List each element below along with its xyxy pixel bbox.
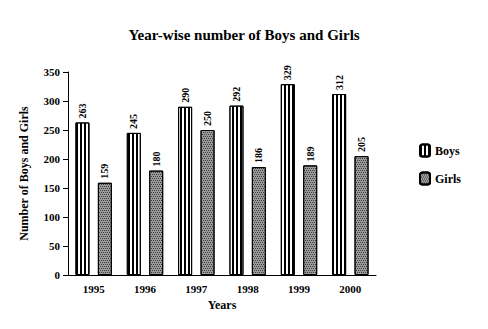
svg-text:200: 200	[44, 153, 61, 165]
svg-text:Year-wise number of Boys and G: Year-wise number of Boys and Girls	[128, 27, 359, 43]
svg-text:292: 292	[231, 87, 242, 102]
svg-text:263: 263	[77, 103, 88, 118]
svg-text:Number of Boys and Girls: Number of Boys and Girls	[17, 106, 31, 241]
svg-text:Boys: Boys	[435, 144, 460, 158]
svg-text:329: 329	[282, 65, 293, 80]
svg-text:189: 189	[305, 146, 316, 161]
svg-text:Years: Years	[208, 298, 237, 312]
svg-text:250: 250	[44, 124, 61, 136]
svg-text:180: 180	[151, 152, 162, 167]
svg-text:2000: 2000	[339, 283, 362, 295]
svg-text:150: 150	[44, 182, 61, 194]
svg-text:205: 205	[356, 137, 367, 152]
svg-text:245: 245	[128, 114, 139, 129]
svg-text:312: 312	[334, 75, 345, 90]
svg-text:1996: 1996	[134, 283, 157, 295]
svg-text:1999: 1999	[288, 283, 311, 295]
svg-text:50: 50	[49, 240, 61, 252]
svg-text:159: 159	[99, 164, 110, 179]
svg-text:250: 250	[202, 111, 213, 126]
svg-text:1998: 1998	[237, 283, 259, 295]
svg-text:290: 290	[180, 88, 191, 103]
svg-text:Girls: Girls	[435, 172, 461, 186]
svg-text:1995: 1995	[83, 283, 106, 295]
svg-text:350: 350	[44, 66, 61, 78]
svg-text:300: 300	[44, 95, 61, 107]
svg-text:0: 0	[55, 269, 61, 281]
svg-text:1997: 1997	[185, 283, 208, 295]
svg-text:100: 100	[44, 211, 61, 223]
svg-text:186: 186	[253, 148, 264, 163]
